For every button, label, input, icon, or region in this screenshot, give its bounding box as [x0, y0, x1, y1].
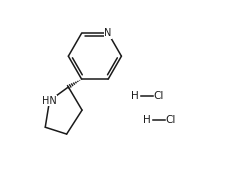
- Text: N: N: [104, 28, 112, 38]
- Text: H: H: [143, 115, 151, 125]
- Text: HN: HN: [42, 96, 57, 106]
- Text: H: H: [131, 91, 139, 101]
- Text: Cl: Cl: [153, 91, 163, 101]
- Text: Cl: Cl: [165, 115, 175, 125]
